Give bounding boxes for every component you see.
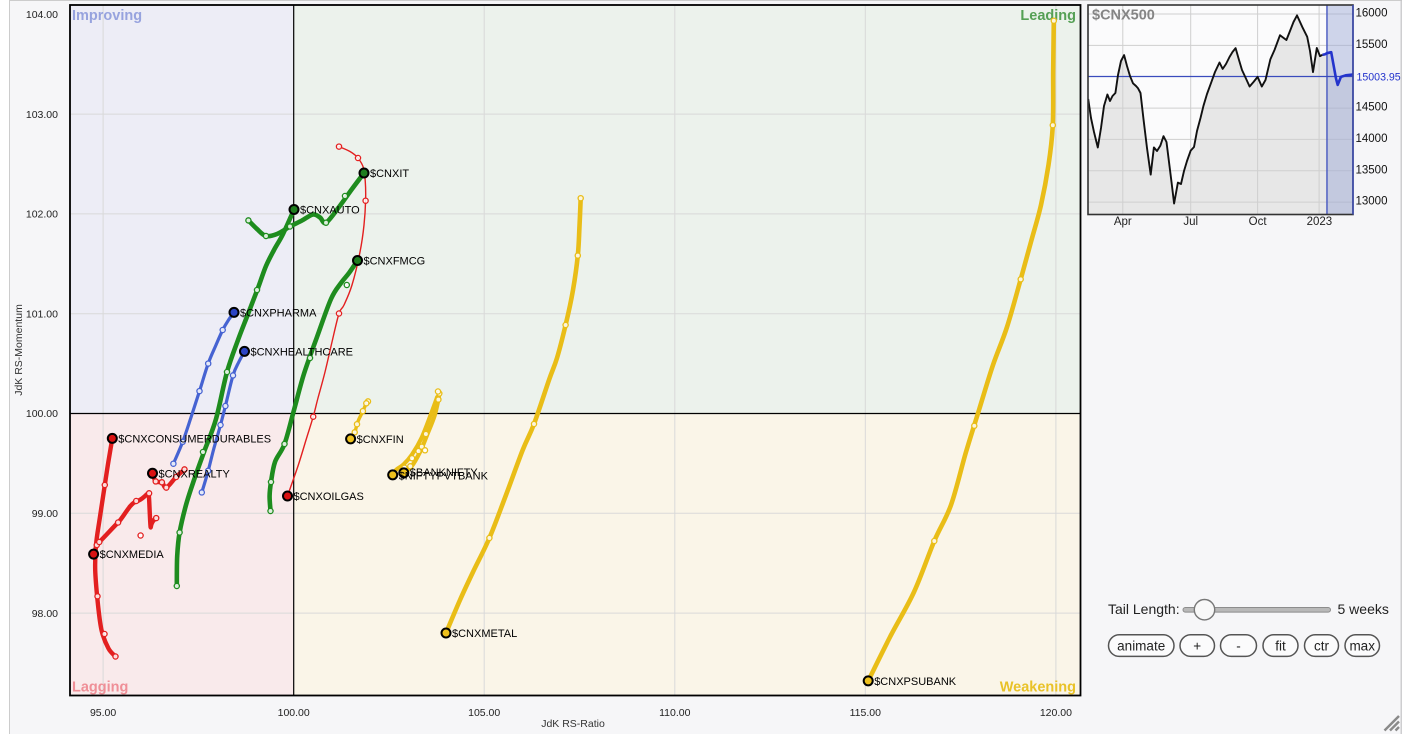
svg-text:fit: fit [1275, 638, 1286, 653]
svg-text:Tail Length:: Tail Length: [1108, 601, 1180, 617]
svg-text:$CNXFIN: $CNXFIN [357, 434, 404, 446]
svg-text:15500: 15500 [1356, 39, 1388, 51]
svg-text:JdK RS-Ratio: JdK RS-Ratio [541, 718, 605, 730]
svg-text:Apr: Apr [1114, 216, 1132, 228]
svg-text:$CNXREALTY: $CNXREALTY [159, 468, 231, 480]
svg-text:Jul: Jul [1183, 216, 1198, 228]
svg-text:JdK RS-Momentum: JdK RS-Momentum [13, 304, 25, 396]
svg-text:99.00: 99.00 [32, 508, 58, 520]
svg-text:13500: 13500 [1356, 164, 1388, 176]
svg-text:Lagging: Lagging [72, 680, 128, 696]
svg-text:$CNXMETAL: $CNXMETAL [452, 628, 517, 640]
svg-text:100.00: 100.00 [278, 707, 310, 719]
svg-text:105.00: 105.00 [468, 707, 500, 719]
svg-text:5 weeks: 5 weeks [1338, 601, 1389, 617]
svg-text:$CNXOILGAS: $CNXOILGAS [294, 491, 364, 503]
svg-text:103.00: 103.00 [26, 109, 58, 121]
svg-text:110.00: 110.00 [659, 707, 690, 719]
svg-text:animate: animate [1117, 638, 1165, 653]
svg-text:$CNX500: $CNX500 [1092, 8, 1155, 24]
svg-text:$CNXPHARMA: $CNXPHARMA [240, 307, 317, 319]
svg-text:14000: 14000 [1356, 133, 1388, 145]
svg-text:Oct: Oct [1249, 216, 1268, 228]
svg-text:115.00: 115.00 [850, 707, 881, 719]
svg-text:104.00: 104.00 [26, 9, 58, 21]
svg-text:101.00: 101.00 [26, 308, 58, 320]
svg-text:102.00: 102.00 [26, 209, 58, 221]
svg-text:15003.95: 15003.95 [1357, 72, 1401, 84]
svg-text:$CNXPSUBANK: $CNXPSUBANK [874, 676, 957, 688]
svg-text:$CNXCONSUMERDURABLES: $CNXCONSUMERDURABLES [118, 433, 271, 445]
svg-text:2023: 2023 [1307, 216, 1333, 228]
svg-text:$NIFTYPVTBANK: $NIFTYPVTBANK [399, 470, 489, 482]
svg-text:$CNXMEDIA: $CNXMEDIA [100, 549, 165, 561]
svg-text:ctr: ctr [1314, 638, 1330, 653]
svg-text:14500: 14500 [1356, 102, 1388, 114]
svg-text:16000: 16000 [1356, 8, 1388, 20]
svg-text:120.00: 120.00 [1040, 707, 1072, 719]
svg-text:$BANKNIFTY: $BANKNIFTY [410, 467, 479, 479]
svg-text:Leading: Leading [1020, 8, 1076, 24]
svg-text:$CNXIT: $CNXIT [370, 168, 409, 180]
svg-text:Improving: Improving [72, 8, 142, 24]
svg-text:max: max [1349, 638, 1375, 653]
svg-text:-: - [1236, 638, 1241, 653]
svg-text:$CNXHEALTHCARE: $CNXHEALTHCARE [251, 346, 354, 358]
svg-text:13000: 13000 [1356, 196, 1388, 208]
svg-text:+: + [1193, 638, 1201, 653]
svg-text:$CNXAUTO: $CNXAUTO [300, 205, 360, 217]
svg-text:$CNXFMCG: $CNXFMCG [364, 256, 426, 268]
svg-text:100.00: 100.00 [26, 408, 58, 420]
svg-text:95.00: 95.00 [90, 707, 116, 719]
svg-text:Weakening: Weakening [1000, 680, 1076, 696]
svg-text:98.00: 98.00 [32, 608, 58, 620]
